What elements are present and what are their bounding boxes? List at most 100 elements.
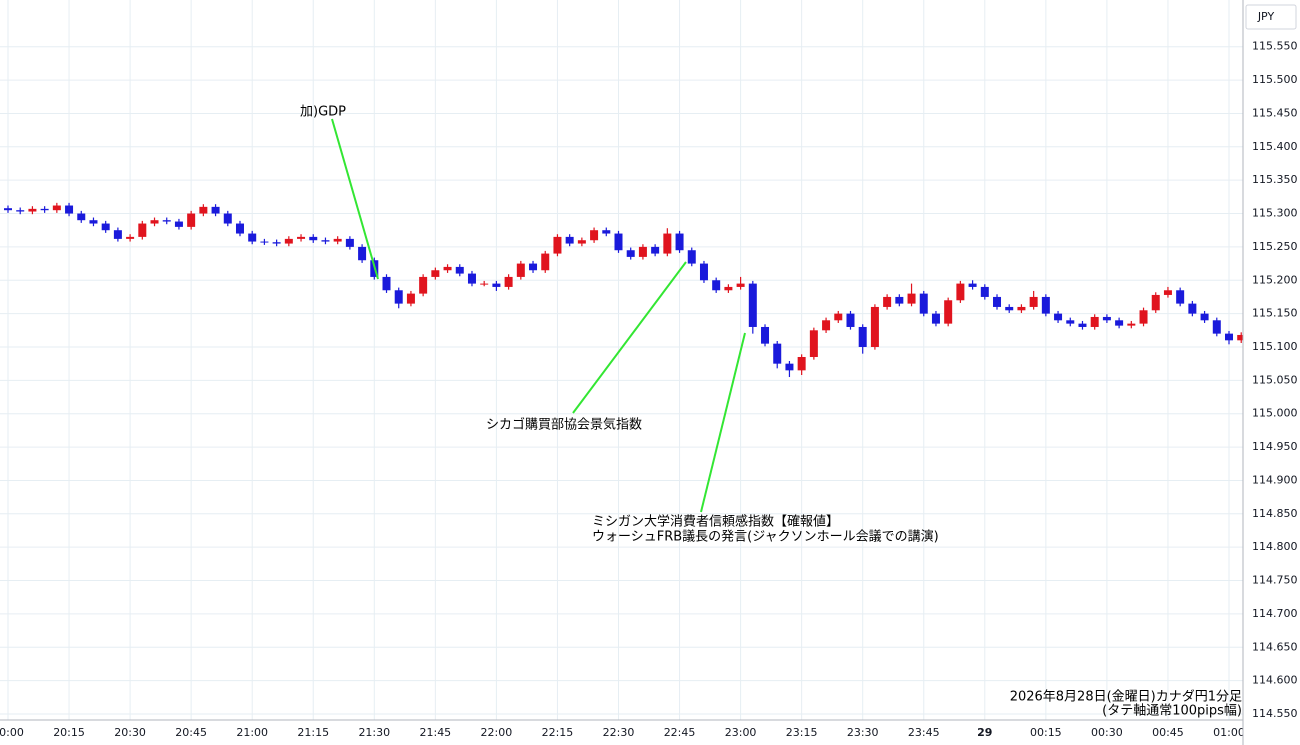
- annotation-line: [700, 332, 746, 513]
- y-tick-label: 114.650: [1252, 640, 1298, 653]
- footnote: 2026年8月28日(金曜日)カナダ円1分足: [1010, 690, 1242, 705]
- y-tick-label: 115.400: [1252, 140, 1298, 153]
- candle-body: [1054, 313, 1063, 321]
- candle-body: [638, 246, 647, 257]
- candle-body: [1127, 323, 1136, 326]
- candle-body: [748, 283, 757, 327]
- candle-body: [1029, 296, 1038, 307]
- candle-body: [40, 208, 49, 211]
- candle-body: [138, 223, 147, 237]
- candle-body: [675, 233, 684, 251]
- annotation: 加)GDP: [300, 105, 346, 120]
- x-tick-label: 22:30: [603, 726, 635, 739]
- x-tick-label: 00:45: [1152, 726, 1184, 739]
- candle-body: [455, 266, 464, 274]
- x-tick-label: 21:15: [297, 726, 329, 739]
- candles: [4, 202, 1243, 378]
- y-tick-label: 115.150: [1252, 307, 1298, 320]
- candle-body: [89, 220, 98, 224]
- candle-body: [1017, 306, 1026, 311]
- candle-body: [944, 300, 953, 324]
- candle-body: [394, 290, 403, 304]
- candle-body: [1225, 333, 1233, 341]
- y-tick-label: 114.600: [1252, 674, 1298, 687]
- x-tick-label: 00:30: [1091, 726, 1123, 739]
- candle-body: [907, 293, 916, 304]
- candle-body: [1176, 290, 1185, 304]
- candle-body: [993, 296, 1002, 307]
- candle-body: [309, 236, 318, 241]
- x-tick-label: 23:30: [847, 726, 879, 739]
- x-tick-label: 23:15: [786, 726, 818, 739]
- candle-body: [1078, 323, 1087, 327]
- y-tick-label: 115.550: [1252, 40, 1298, 53]
- candle-body: [174, 221, 183, 227]
- y-tick-label: 115.000: [1252, 407, 1298, 420]
- candle-body: [1188, 303, 1197, 314]
- x-tick-label: 20:45: [175, 726, 207, 739]
- candle-body: [1090, 316, 1099, 327]
- candle-body: [480, 283, 489, 285]
- candle-body: [211, 206, 220, 214]
- candle-body: [590, 230, 599, 241]
- candle-body: [65, 205, 74, 214]
- candle-body: [1139, 310, 1148, 324]
- candle-body: [28, 208, 37, 212]
- candle-body: [809, 330, 818, 357]
- candle-body: [406, 293, 415, 304]
- annotation: ミシガン大学消費者信頼感指数【確報値】: [592, 514, 839, 530]
- candle-body: [1005, 306, 1014, 311]
- x-tick-label: 29: [977, 726, 992, 739]
- candle-body: [126, 236, 135, 239]
- candle-body: [1102, 316, 1111, 321]
- x-tick-label: 21:30: [358, 726, 390, 739]
- candle-body: [431, 270, 440, 277]
- x-tick-label: 00:15: [1030, 726, 1062, 739]
- candle-body: [419, 276, 428, 294]
- candle-body: [77, 213, 86, 221]
- candle-body: [297, 236, 306, 239]
- y-tick-label: 115.050: [1252, 373, 1298, 386]
- annotation: ウォーシュFRB議長の発言(ジャクソンホール会議での講演): [592, 530, 939, 545]
- candle-body: [1200, 313, 1209, 321]
- candle-body: [956, 283, 965, 301]
- candle-body: [919, 293, 928, 314]
- x-tick-label: 23:45: [908, 726, 940, 739]
- candle-body: [736, 283, 745, 287]
- candle-body: [773, 343, 782, 364]
- candle-body: [870, 306, 879, 347]
- candle-body: [492, 283, 501, 287]
- grid: [0, 0, 1243, 720]
- candle-body: [516, 263, 525, 277]
- candle-body: [467, 273, 476, 284]
- x-tick-label: 20:00: [0, 726, 24, 739]
- candle-body: [162, 220, 171, 222]
- candle-body: [443, 266, 452, 271]
- candle-body: [101, 223, 110, 231]
- candle-body: [4, 208, 12, 211]
- candle-body: [16, 210, 25, 212]
- x-tick-label: 22:45: [664, 726, 696, 739]
- candle-body: [1237, 334, 1243, 341]
- candle-body: [113, 230, 122, 239]
- y-tick-label: 115.300: [1252, 207, 1298, 220]
- y-tick-label: 114.950: [1252, 440, 1298, 453]
- y-axis: 114.550 114.600 114.650 114.700 114.750 114.8…: [1252, 40, 1298, 720]
- candle-body: [382, 276, 391, 291]
- currency-label: JPY: [1257, 10, 1275, 23]
- candle-body: [1151, 294, 1160, 311]
- candle-body: [187, 213, 196, 227]
- footnote: (タテ軸通常100pips幅): [1102, 704, 1242, 719]
- candle-body: [248, 233, 257, 242]
- candle-body: [260, 241, 269, 243]
- y-tick-label: 114.800: [1252, 540, 1298, 553]
- candle-body: [235, 223, 244, 234]
- y-tick-label: 115.350: [1252, 173, 1298, 186]
- candle-body: [626, 250, 635, 257]
- candle-body: [321, 240, 330, 242]
- annotation: シカゴ購買部協会景気指数: [486, 417, 642, 433]
- x-tick-label: 20:15: [53, 726, 85, 739]
- y-tick-label: 115.500: [1252, 73, 1298, 86]
- candle-body: [1212, 320, 1221, 334]
- candle-body: [931, 313, 940, 324]
